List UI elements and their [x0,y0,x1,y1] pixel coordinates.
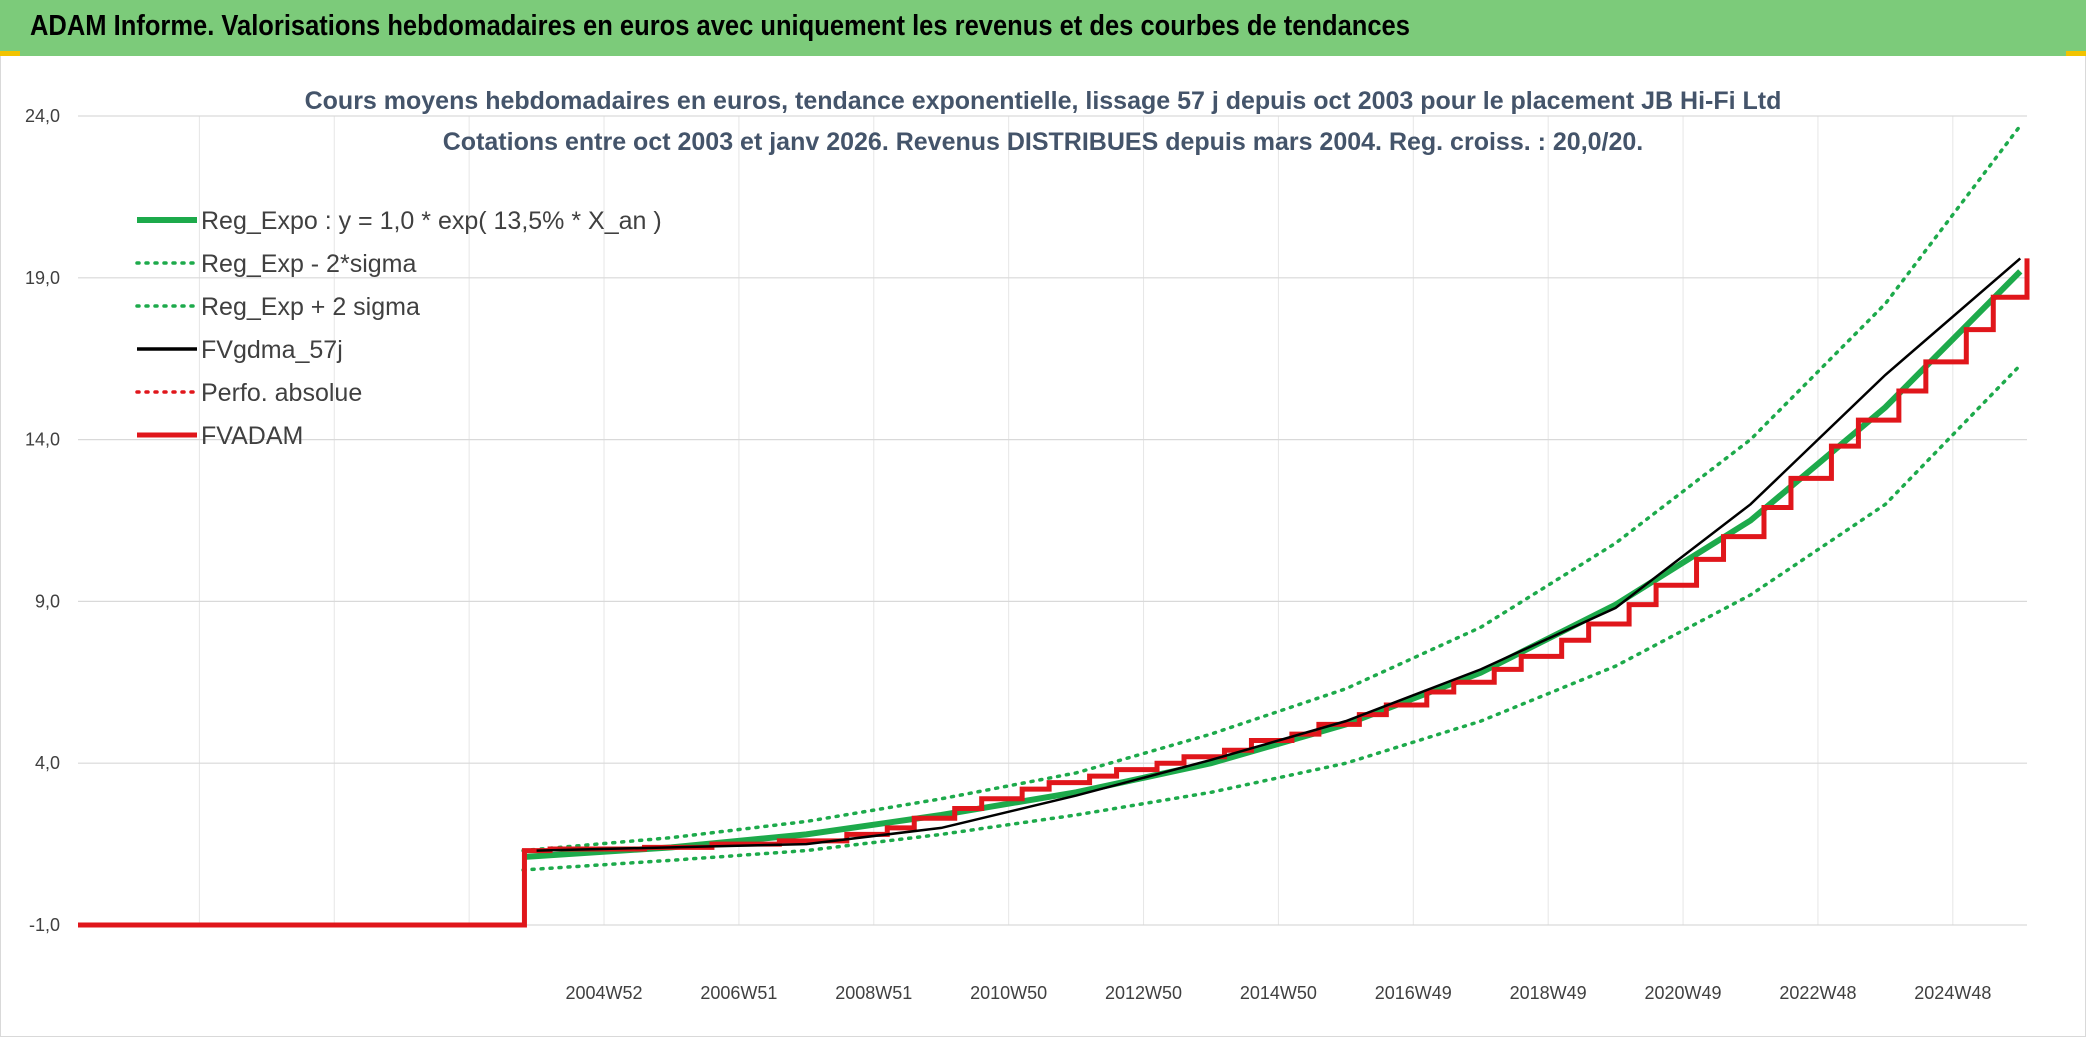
x-tick-label: 2008W51 [835,983,912,1003]
grid [78,115,2027,926]
x-tick-label: 2004W52 [565,983,642,1003]
y-tick-label: 24,0 [25,106,60,126]
x-tick-label: 2012W50 [1105,983,1182,1003]
legend-label: Reg_Exp - 2*sigma [201,250,416,278]
series-line-2 [521,123,2023,853]
series-line-1 [521,363,2023,872]
chart-subtitle: Cotations entre oct 2003 et janv 2026. R… [443,128,1644,156]
y-tick-label: -1,0 [29,915,60,935]
header-corner-left [0,51,20,56]
legend: Reg_Expo : y = 1,0 * exp( 13,5% * X_an )… [135,207,662,450]
series-group [78,123,2030,928]
legend-label: FVgdma_57j [201,336,343,364]
x-tick-label: 2010W50 [970,983,1047,1003]
legend-label: Perfo. absolue [201,379,362,407]
x-tick-label: 2022W48 [1779,983,1856,1003]
chart-title: Cours moyens hebdomadaires en euros, ten… [305,87,1782,115]
series-line-5 [78,258,2030,928]
x-tick-label: 2014W50 [1240,983,1317,1003]
page-title: ADAM Informe. Valorisations hebdomadaire… [30,10,1410,42]
y-tick-label: 14,0 [25,430,60,450]
legend-label: Reg_Expo : y = 1,0 * exp( 13,5% * X_an ) [201,207,662,235]
header-corner-right [2066,51,2086,56]
series-line-3 [536,257,2022,852]
y-tick-label: 19,0 [25,268,60,288]
y-tick-label: 4,0 [35,753,60,773]
legend-label: FVADAM [201,422,303,450]
x-tick-label: 2016W49 [1375,983,1452,1003]
x-tick-label: 2024W48 [1914,983,1991,1003]
series-line-0 [522,269,2023,861]
x-tick-label: 2018W49 [1510,983,1587,1003]
tick-labels: -1,0 4,0 9,0 14,0 19,0 24,0 2004W52 2006W51 2008… [25,106,1991,1003]
x-tick-label: 2006W51 [700,983,777,1003]
y-tick-label: 9,0 [35,591,60,611]
legend-label: Reg_Exp + 2 sigma [201,293,420,321]
header-bar [0,0,2086,56]
x-tick-label: 2020W49 [1645,983,1722,1003]
